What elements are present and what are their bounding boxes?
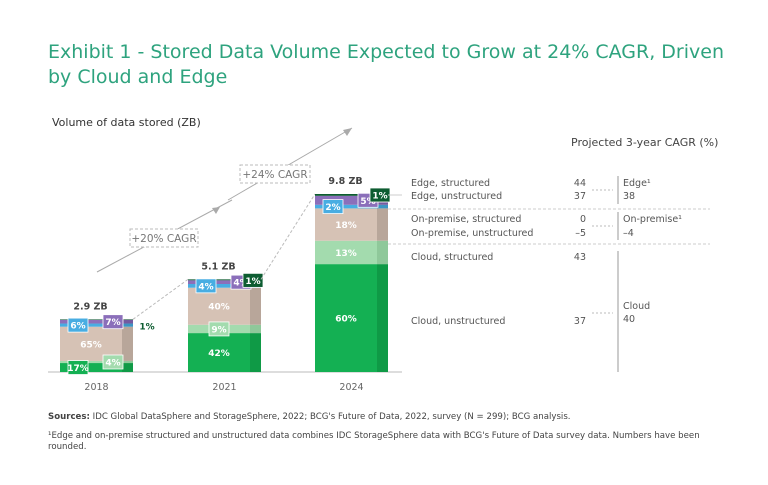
cagr-row-label: On-premise, structured <box>411 214 521 225</box>
data-label: 2% <box>325 203 340 213</box>
cagr-group-value: 38 <box>623 191 635 202</box>
cagr-row-value: 0 <box>580 214 586 225</box>
cagr-label-box <box>239 164 311 184</box>
sources-label: Sources: <box>48 412 90 422</box>
cagr-row-label: Cloud, unstructured <box>411 316 505 327</box>
bar-segment-side <box>122 319 133 320</box>
bar-segment <box>315 204 377 209</box>
y-axis-label: Volume of data stored (ZB) <box>52 116 201 129</box>
bar-segment-side <box>122 363 133 372</box>
bar-segment <box>315 264 377 372</box>
cagr-row-value: 44 <box>574 178 586 189</box>
cagr-row-value: –5 <box>575 228 586 239</box>
data-label-box <box>67 317 89 333</box>
cagr-row-label: Edge, unstructured <box>411 191 502 202</box>
cagr-row-label: Edge, structured <box>411 178 490 189</box>
sources: Sources: IDC Global DataSphere and Stora… <box>48 412 728 422</box>
connector-line <box>132 278 189 320</box>
x-tick-label: 2018 <box>84 382 108 393</box>
data-label-box <box>208 321 230 337</box>
footnote: ¹Edge and on-premise structured and unst… <box>48 431 700 452</box>
bar-segment-side <box>377 204 388 209</box>
bar-segment-side <box>122 360 133 364</box>
cagr-row-label: On-premise, unstructured <box>411 228 533 239</box>
bar-segment <box>60 319 122 324</box>
cagr-group-value: –4 <box>623 228 634 239</box>
cagr-row-value: 43 <box>574 252 586 263</box>
data-label: 7% <box>105 318 120 328</box>
cagr-label-box <box>129 228 199 248</box>
arrow-head-icon <box>212 207 220 214</box>
total-label: 2.9 ZB <box>73 301 107 312</box>
bar-segment-side <box>250 324 261 334</box>
bar-segment <box>315 194 377 196</box>
bar-segment-side <box>377 264 388 372</box>
bar-segment-side <box>122 319 133 324</box>
bar-segment <box>60 363 122 372</box>
data-label-box <box>102 354 124 370</box>
data-label: 4% <box>105 358 120 368</box>
data-label: 60% <box>335 315 357 325</box>
cagr-group-label: Edge¹ <box>623 178 651 189</box>
cagr-row-label: Cloud, structured <box>411 252 493 263</box>
data-label: 4% <box>198 282 213 292</box>
sources-text: IDC Global DataSphere and StorageSphere,… <box>89 412 571 422</box>
x-tick-label: 2021 <box>212 382 236 393</box>
x-tick-label: 2024 <box>339 382 363 393</box>
chart-title: Exhibit 1 - Stored Data Volume Expected … <box>48 41 725 88</box>
cagr-row-value: 37 <box>574 191 586 202</box>
cagr-label: +20% CAGR <box>131 233 196 245</box>
bar-segment-side <box>122 323 133 327</box>
data-label: 42% <box>208 349 230 359</box>
data-label: 4% <box>233 279 248 289</box>
data-label: 6% <box>70 322 85 332</box>
bar-segment <box>188 333 250 372</box>
data-label-box <box>242 272 264 288</box>
total-label: 9.8 ZB <box>328 176 362 187</box>
bar-segment <box>315 195 377 205</box>
bar-segment <box>188 280 250 284</box>
cagr-group-value: 40 <box>623 314 635 325</box>
data-label-box <box>67 360 89 375</box>
trend-line-2 <box>227 127 353 201</box>
data-label-box <box>102 314 124 330</box>
data-label: 13% <box>335 249 357 259</box>
connector-line <box>260 193 316 280</box>
bar-segment <box>188 287 250 325</box>
bar-segment <box>60 360 122 364</box>
bar-segment <box>60 323 122 327</box>
data-label: 9% <box>211 325 226 335</box>
data-label: 5% <box>360 197 375 207</box>
bar-segment-side <box>122 326 133 361</box>
total-label: 5.1 ZB <box>201 261 235 272</box>
bar-segment <box>315 240 377 265</box>
bar-segment <box>188 279 250 281</box>
data-label: 1% <box>139 323 154 333</box>
cagr-row-value: 37 <box>574 316 586 327</box>
data-label: 1% <box>372 192 387 202</box>
cagr-label: +24% CAGR <box>242 169 307 181</box>
cagr-group-label: On-premise¹ <box>623 214 682 225</box>
bar-segment-side <box>377 208 388 241</box>
cagr-group-label: Cloud <box>623 301 650 312</box>
data-label: 18% <box>335 221 357 231</box>
data-label-box <box>322 199 344 214</box>
bar-segment-side <box>250 333 261 372</box>
data-label: 40% <box>208 303 230 313</box>
data-label: 1% <box>245 277 260 287</box>
cagr-panel-title: Projected 3-year CAGR (%) <box>571 136 719 149</box>
data-label-box <box>195 278 217 294</box>
bar-segment <box>60 319 122 320</box>
arrow-head-icon <box>343 128 352 136</box>
bar-segment-side <box>377 240 388 265</box>
data-label: 65% <box>80 340 102 350</box>
bar-segment <box>188 283 250 288</box>
data-label: 17% <box>67 364 89 374</box>
bar-segment-side <box>250 287 261 325</box>
